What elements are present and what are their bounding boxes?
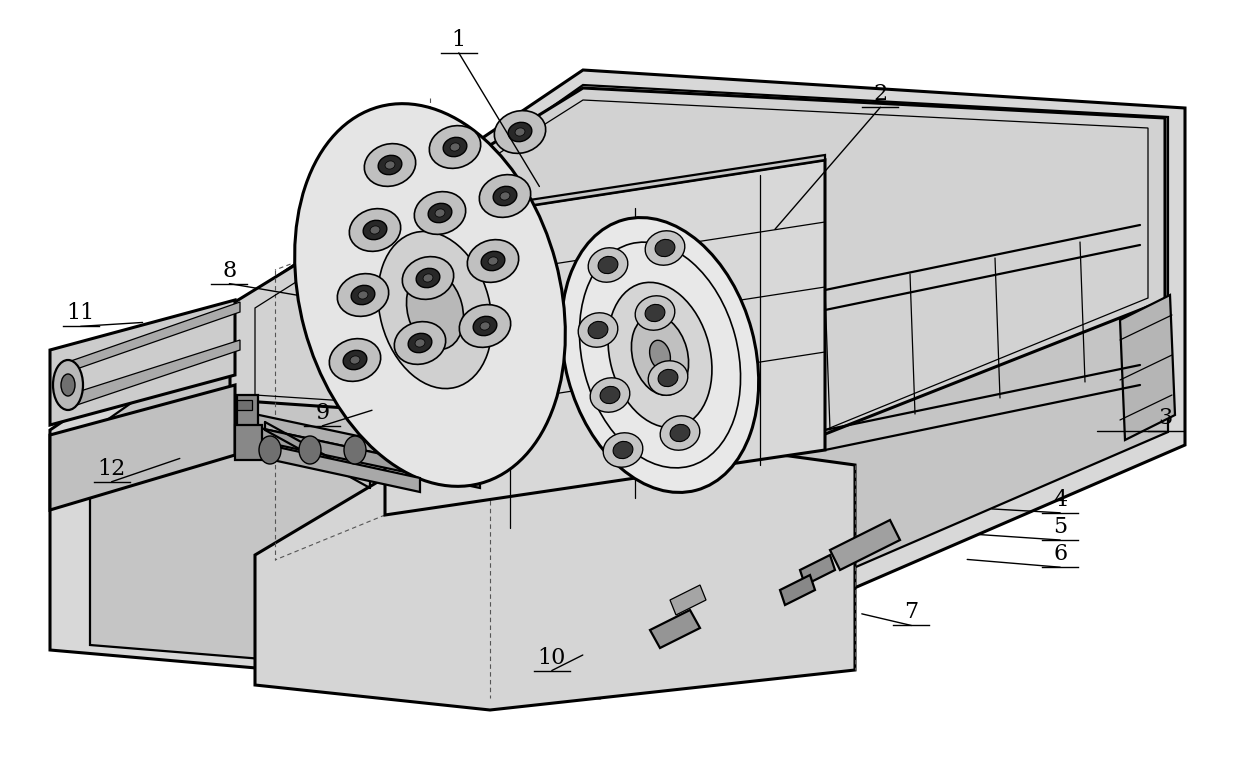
Polygon shape bbox=[384, 160, 825, 515]
Ellipse shape bbox=[467, 239, 518, 282]
Ellipse shape bbox=[494, 186, 517, 206]
Text: 8: 8 bbox=[222, 260, 237, 281]
Ellipse shape bbox=[635, 296, 675, 330]
Ellipse shape bbox=[489, 257, 498, 265]
Ellipse shape bbox=[660, 416, 699, 450]
Ellipse shape bbox=[407, 270, 464, 350]
Polygon shape bbox=[255, 415, 856, 710]
Ellipse shape bbox=[515, 128, 525, 136]
Ellipse shape bbox=[414, 192, 466, 235]
Polygon shape bbox=[800, 555, 835, 585]
Ellipse shape bbox=[423, 274, 433, 282]
Ellipse shape bbox=[428, 204, 451, 223]
Polygon shape bbox=[50, 300, 236, 425]
Polygon shape bbox=[237, 395, 258, 450]
Text: 9: 9 bbox=[315, 402, 330, 423]
Ellipse shape bbox=[480, 175, 531, 218]
Text: 7: 7 bbox=[904, 601, 919, 623]
Ellipse shape bbox=[337, 274, 388, 316]
Ellipse shape bbox=[370, 226, 379, 234]
Ellipse shape bbox=[350, 356, 360, 364]
Ellipse shape bbox=[480, 322, 490, 330]
Ellipse shape bbox=[417, 268, 440, 287]
Ellipse shape bbox=[459, 305, 511, 347]
Ellipse shape bbox=[474, 316, 497, 336]
Ellipse shape bbox=[578, 313, 618, 347]
Ellipse shape bbox=[508, 122, 532, 141]
Ellipse shape bbox=[608, 282, 712, 427]
Ellipse shape bbox=[613, 441, 632, 458]
Ellipse shape bbox=[295, 103, 565, 486]
Ellipse shape bbox=[259, 436, 281, 464]
Ellipse shape bbox=[649, 361, 688, 395]
Polygon shape bbox=[68, 340, 241, 408]
Ellipse shape bbox=[343, 436, 366, 464]
Ellipse shape bbox=[598, 256, 618, 274]
Text: 3: 3 bbox=[1158, 407, 1173, 429]
Text: 12: 12 bbox=[98, 458, 125, 479]
Polygon shape bbox=[91, 85, 1168, 685]
Ellipse shape bbox=[53, 360, 83, 410]
Polygon shape bbox=[670, 585, 706, 615]
Ellipse shape bbox=[386, 161, 394, 169]
Polygon shape bbox=[384, 155, 825, 228]
Ellipse shape bbox=[645, 231, 684, 265]
Ellipse shape bbox=[350, 209, 401, 252]
Ellipse shape bbox=[343, 350, 367, 370]
Polygon shape bbox=[237, 400, 252, 410]
Ellipse shape bbox=[378, 232, 492, 388]
Ellipse shape bbox=[443, 138, 466, 157]
Ellipse shape bbox=[378, 155, 402, 175]
Polygon shape bbox=[650, 610, 701, 648]
Polygon shape bbox=[1120, 295, 1176, 440]
Ellipse shape bbox=[670, 424, 689, 441]
Ellipse shape bbox=[500, 192, 510, 200]
Text: 5: 5 bbox=[1053, 516, 1068, 538]
Polygon shape bbox=[237, 435, 252, 445]
Ellipse shape bbox=[408, 333, 432, 353]
Ellipse shape bbox=[631, 315, 688, 395]
Ellipse shape bbox=[358, 291, 368, 299]
Text: 6: 6 bbox=[1053, 543, 1068, 565]
Ellipse shape bbox=[450, 143, 460, 151]
Polygon shape bbox=[246, 425, 480, 488]
Polygon shape bbox=[246, 440, 420, 492]
Text: 4: 4 bbox=[1053, 489, 1068, 510]
Ellipse shape bbox=[363, 221, 387, 239]
Ellipse shape bbox=[351, 285, 374, 305]
Ellipse shape bbox=[394, 322, 445, 364]
Ellipse shape bbox=[562, 218, 759, 493]
Ellipse shape bbox=[299, 436, 321, 464]
Text: 1: 1 bbox=[451, 29, 466, 51]
Polygon shape bbox=[830, 520, 900, 570]
Text: 2: 2 bbox=[873, 83, 888, 105]
Ellipse shape bbox=[655, 239, 675, 256]
Ellipse shape bbox=[590, 378, 630, 413]
Ellipse shape bbox=[600, 386, 620, 403]
Ellipse shape bbox=[603, 433, 642, 467]
Polygon shape bbox=[246, 412, 480, 475]
Ellipse shape bbox=[645, 305, 665, 322]
Ellipse shape bbox=[495, 110, 546, 153]
Ellipse shape bbox=[330, 339, 381, 382]
Ellipse shape bbox=[429, 126, 481, 169]
Ellipse shape bbox=[61, 374, 74, 396]
Polygon shape bbox=[236, 425, 262, 460]
Ellipse shape bbox=[588, 248, 627, 282]
Ellipse shape bbox=[402, 256, 454, 299]
Polygon shape bbox=[68, 302, 241, 372]
Text: 10: 10 bbox=[538, 646, 565, 668]
Ellipse shape bbox=[365, 144, 415, 186]
Text: 11: 11 bbox=[67, 302, 94, 324]
Polygon shape bbox=[780, 575, 815, 605]
Ellipse shape bbox=[435, 209, 445, 217]
Polygon shape bbox=[50, 385, 236, 510]
Polygon shape bbox=[229, 88, 1166, 440]
Ellipse shape bbox=[588, 322, 608, 339]
Ellipse shape bbox=[650, 340, 671, 370]
Ellipse shape bbox=[481, 251, 505, 270]
Ellipse shape bbox=[415, 339, 425, 347]
Polygon shape bbox=[50, 70, 1185, 698]
Ellipse shape bbox=[658, 369, 678, 387]
